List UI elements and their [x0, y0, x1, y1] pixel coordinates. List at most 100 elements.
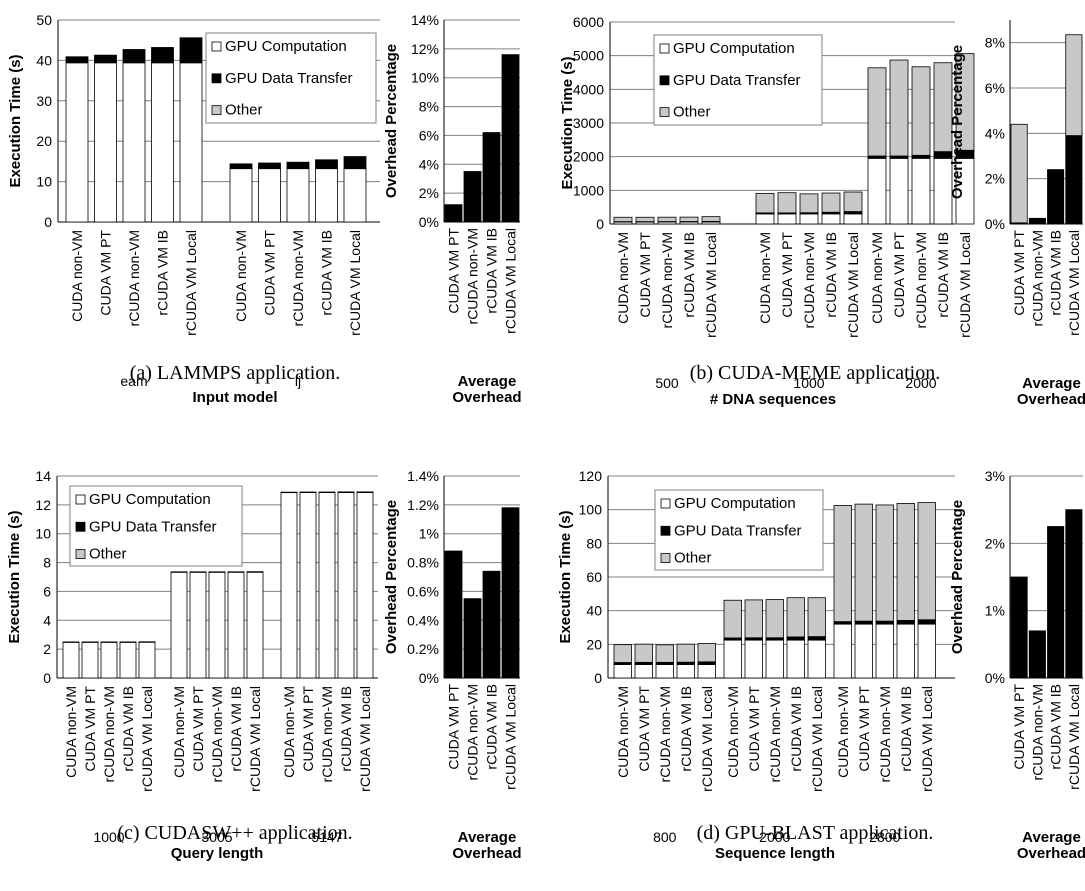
bar-category-label: rCUDA VM Local	[703, 232, 719, 338]
overhead-y-axis-title: Overhead Percentage	[383, 44, 400, 198]
bar-segment-gpu-data-transfer	[258, 162, 281, 170]
y-tick-label: 100	[579, 502, 603, 518]
y-tick-label: 12	[35, 497, 51, 513]
y-tick-label: 60	[586, 569, 602, 585]
bar-segment-gpu-data-transfer	[854, 620, 873, 625]
bar-segment-gpu-computation	[122, 62, 146, 223]
bar-category-label: rCUDA non-VM	[913, 232, 929, 328]
legend: GPU Computation GPU Data Transfer Other	[205, 32, 377, 124]
bar-segment-other	[613, 644, 632, 663]
bar-segment-gpu-computation	[65, 62, 89, 223]
y-tick-label: 30	[36, 93, 52, 109]
bar-segment-other	[676, 643, 695, 663]
y-axis-title: Execution Time (s)	[557, 510, 574, 643]
bar-segment-gpu-computation	[119, 641, 137, 679]
bar-segment-gpu-computation	[227, 571, 245, 679]
legend-label: GPU Data Transfer	[89, 518, 217, 535]
bar-segment-gpu-computation	[755, 213, 775, 225]
overhead-bar-label: rCUDA non-VM	[465, 228, 481, 324]
bar-category-label: rCUDA non-VM	[101, 686, 117, 782]
overhead-bar-transfer	[444, 550, 463, 679]
bar-segment-gpu-computation	[867, 157, 887, 225]
y-tick-label: 2%	[419, 185, 439, 201]
overhead-category-label: Overhead	[452, 389, 521, 406]
figure-caption: (a) LAMMPS application.	[130, 362, 341, 384]
bar-segment-gpu-computation	[94, 62, 117, 223]
bar-segment-gpu-computation	[854, 623, 873, 679]
bar-category-label: CUDA non-VM	[869, 232, 885, 324]
overhead-bar-transfer	[501, 507, 520, 679]
overhead-category-label: Overhead	[1017, 845, 1085, 862]
bar-segment-gpu-data-transfer	[917, 619, 936, 625]
bar-segment-gpu-computation	[655, 664, 674, 679]
bar-segment-gpu-data-transfer	[189, 571, 207, 573]
bar-segment-other	[933, 62, 953, 153]
bar-segment-gpu-computation	[246, 571, 264, 679]
group-label: 800	[653, 829, 677, 845]
y-tick-label: 40	[36, 52, 52, 68]
bar-category-label: CUDA VM PT	[637, 232, 653, 318]
overhead-bar-label: CUDA VM PT	[1011, 684, 1027, 770]
overhead-bar-transfer	[482, 570, 501, 679]
bar-category-label: CUDA non-VM	[63, 686, 79, 778]
bar-segment-gpu-computation	[315, 168, 338, 223]
figure-caption: (d) GPU-BLAST application.	[697, 822, 934, 844]
bar-segment-gpu-computation	[170, 571, 188, 679]
bar-segment-gpu-computation	[634, 664, 653, 679]
bar-category-label: CUDA VM PT	[98, 230, 114, 316]
overhead-bar-label: rCUDA non-VM	[1029, 230, 1045, 326]
bar-segment-other	[896, 503, 915, 621]
overhead-bar-transfer	[1047, 526, 1065, 679]
bar-segment-other	[875, 504, 894, 622]
overhead-category-label: Overhead	[1017, 391, 1085, 408]
y-tick-label: 6000	[573, 14, 604, 30]
bar-segment-gpu-data-transfer	[315, 159, 338, 170]
bar-segment-gpu-data-transfer	[280, 491, 298, 494]
bar-segment-other	[911, 66, 931, 156]
y-tick-label: 8	[43, 555, 51, 571]
y-tick-label: 4%	[985, 125, 1005, 141]
overhead-y-axis-title: Overhead Percentage	[949, 500, 966, 654]
bar-segment-gpu-computation	[286, 168, 310, 223]
overhead-bar-label: CUDA VM PT	[446, 684, 462, 770]
bar-segment-other	[634, 643, 653, 663]
overhead-bar-label: rCUDA VM IB	[484, 228, 500, 314]
bar-segment-gpu-data-transfer	[151, 47, 174, 64]
legend-label: Other	[225, 102, 263, 119]
bar-category-label: rCUDA VM IB	[319, 230, 335, 316]
bar-category-label: CUDA VM PT	[746, 686, 762, 772]
overhead-bar-label: rCUDA VM Local	[1066, 230, 1082, 336]
y-tick-label: 0%	[419, 214, 439, 230]
bar-segment-gpu-computation	[765, 639, 784, 679]
bar-category-label: rCUDA VM IB	[788, 686, 804, 772]
bar-segment-gpu-data-transfer	[697, 661, 716, 665]
bar-category-label: CUDA non-VM	[171, 686, 187, 778]
legend-label: GPU Computation	[674, 495, 796, 512]
y-tick-label: 8%	[985, 35, 1005, 51]
y-tick-label: 0	[43, 670, 51, 686]
bar-category-label: rCUDA VM IB	[228, 686, 244, 772]
bar-category-label: rCUDA non-VM	[801, 232, 817, 328]
bar-category-label: CUDA non-VM	[615, 232, 631, 324]
bar-segment-gpu-computation	[917, 623, 936, 679]
bar-segment-gpu-data-transfer	[94, 54, 117, 64]
y-tick-label: 4	[43, 612, 51, 628]
bar-category-label: CUDA VM PT	[856, 686, 872, 772]
overhead-bar-label: rCUDA non-VM	[465, 684, 481, 780]
bar-segment-gpu-data-transfer	[343, 156, 367, 170]
y-tick-label: 1.2%	[407, 497, 439, 513]
bar-segment-other	[955, 53, 975, 151]
overhead-category-label: Average	[1022, 829, 1081, 846]
y-tick-label: 10	[35, 526, 51, 542]
bar-category-label: CUDA VM PT	[262, 230, 278, 316]
bar-segment-other	[889, 59, 909, 157]
bar-category-label: CUDA non-VM	[69, 230, 85, 322]
legend-label: GPU Data Transfer	[225, 70, 353, 87]
y-tick-label: 0.2%	[407, 641, 439, 657]
bar-category-label: rCUDA VM IB	[898, 686, 914, 772]
bar-segment-gpu-data-transfer	[356, 491, 374, 493]
bar-segment-other	[799, 193, 819, 214]
bar-segment-gpu-data-transfer	[138, 641, 156, 643]
y-tick-label: 0%	[985, 670, 1005, 686]
